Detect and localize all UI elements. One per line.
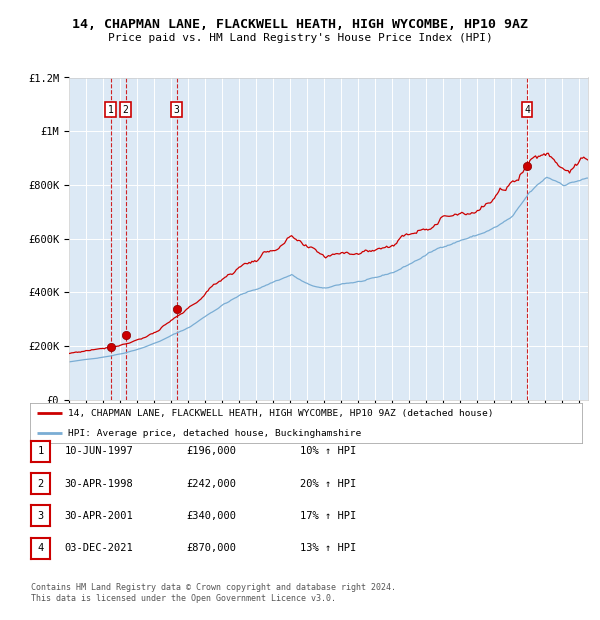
Text: 1: 1 bbox=[38, 446, 44, 456]
Text: 17% ↑ HPI: 17% ↑ HPI bbox=[300, 511, 356, 521]
Text: 14, CHAPMAN LANE, FLACKWELL HEATH, HIGH WYCOMBE, HP10 9AZ: 14, CHAPMAN LANE, FLACKWELL HEATH, HIGH … bbox=[72, 19, 528, 31]
Text: HPI: Average price, detached house, Buckinghamshire: HPI: Average price, detached house, Buck… bbox=[68, 428, 361, 438]
Text: 10% ↑ HPI: 10% ↑ HPI bbox=[300, 446, 356, 456]
Text: 03-DEC-2021: 03-DEC-2021 bbox=[65, 543, 134, 553]
Text: £196,000: £196,000 bbox=[186, 446, 236, 456]
Text: 4: 4 bbox=[38, 543, 44, 553]
Text: 3: 3 bbox=[38, 511, 44, 521]
Text: 30-APR-1998: 30-APR-1998 bbox=[65, 479, 134, 489]
Text: Contains HM Land Registry data © Crown copyright and database right 2024.
This d: Contains HM Land Registry data © Crown c… bbox=[31, 583, 396, 603]
Text: £242,000: £242,000 bbox=[186, 479, 236, 489]
Text: 14, CHAPMAN LANE, FLACKWELL HEATH, HIGH WYCOMBE, HP10 9AZ (detached house): 14, CHAPMAN LANE, FLACKWELL HEATH, HIGH … bbox=[68, 409, 493, 418]
Text: £870,000: £870,000 bbox=[186, 543, 236, 553]
Text: 2: 2 bbox=[123, 105, 128, 115]
Text: 3: 3 bbox=[174, 105, 179, 115]
Text: 20% ↑ HPI: 20% ↑ HPI bbox=[300, 479, 356, 489]
Text: 10-JUN-1997: 10-JUN-1997 bbox=[65, 446, 134, 456]
Text: 1: 1 bbox=[107, 105, 113, 115]
Text: 30-APR-2001: 30-APR-2001 bbox=[65, 511, 134, 521]
Text: 2: 2 bbox=[38, 479, 44, 489]
Text: 4: 4 bbox=[524, 105, 530, 115]
Text: £340,000: £340,000 bbox=[186, 511, 236, 521]
Text: 13% ↑ HPI: 13% ↑ HPI bbox=[300, 543, 356, 553]
Text: Price paid vs. HM Land Registry's House Price Index (HPI): Price paid vs. HM Land Registry's House … bbox=[107, 33, 493, 43]
